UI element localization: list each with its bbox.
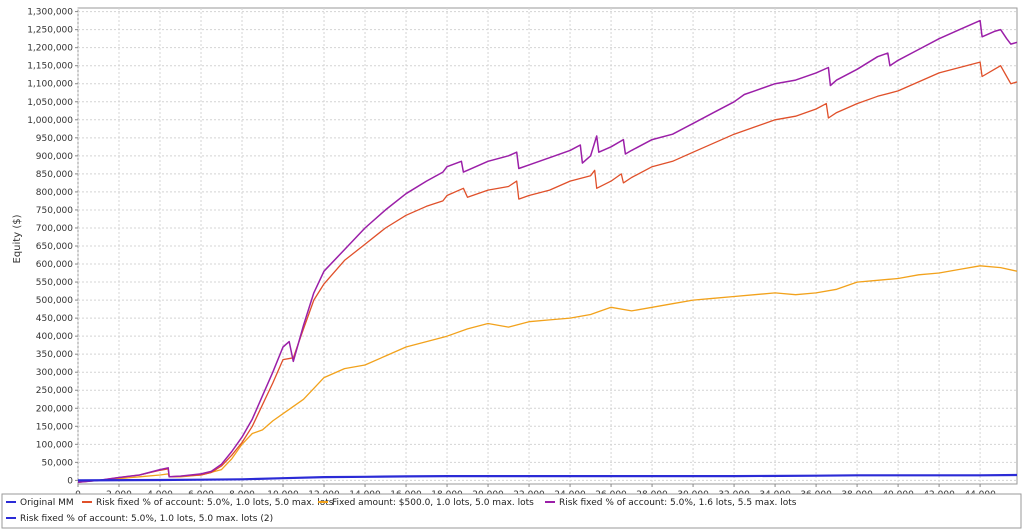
y-tick-label: 100,000 xyxy=(36,440,73,450)
y-tick-label: 400,000 xyxy=(36,332,73,342)
series-layer xyxy=(77,19,1018,483)
y-tick-label: 1,000,000 xyxy=(27,116,73,126)
legend-entry: Risk fixed % of account: 5.0%, 1.0 lots,… xyxy=(20,514,273,524)
y-tick-label: 600,000 xyxy=(36,260,73,270)
y-tick-label: 950,000 xyxy=(36,134,73,144)
legend-entry: Risk fixed % of account: 5.0%, 1.0 lots,… xyxy=(96,498,334,508)
y-tick-label: 650,000 xyxy=(36,242,73,252)
series-line-0 xyxy=(77,473,1018,482)
y-tick-label: 800,000 xyxy=(36,188,73,198)
y-tick-label: 1,300,000 xyxy=(27,8,73,18)
series-line-3 xyxy=(77,19,1018,483)
y-tick-label: 1,250,000 xyxy=(27,26,73,36)
y-tick-label: 1,150,000 xyxy=(27,62,73,72)
legend-entry: Risk fixed % of account: 5.0%, 1.6 lots,… xyxy=(559,498,797,508)
y-tick-label: 250,000 xyxy=(36,386,73,396)
legend-box xyxy=(1,493,1022,529)
y-tick-label: 0 xyxy=(67,476,73,486)
y-tick-label: 350,000 xyxy=(36,350,73,360)
y-tick-label: 50,000 xyxy=(42,458,74,468)
y-tick-label: 1,100,000 xyxy=(27,80,73,90)
y-tick-label: 750,000 xyxy=(36,206,73,216)
y-tick-label: 900,000 xyxy=(36,152,73,162)
y-axis-title: Equity ($) xyxy=(12,214,23,263)
y-tick-label: 500,000 xyxy=(36,296,73,306)
y-tick-label: 300,000 xyxy=(36,368,73,378)
y-tick-label: 150,000 xyxy=(36,422,73,432)
y-tick-label: 450,000 xyxy=(36,314,73,324)
y-tick-label: 700,000 xyxy=(36,224,73,234)
y-tick-label: 1,200,000 xyxy=(27,44,73,54)
legend-entry: Original MM xyxy=(20,498,74,508)
series-line-1 xyxy=(77,61,1018,483)
y-tick-label: 850,000 xyxy=(36,170,73,180)
legend-entry: Fixed amount: $500.0, 1.0 lots, 5.0 max.… xyxy=(332,498,534,508)
series-line-2 xyxy=(77,265,1018,483)
y-tick-label: 550,000 xyxy=(36,278,73,288)
y-tick-label: 1,050,000 xyxy=(27,98,73,108)
grid-layer xyxy=(77,7,1018,485)
y-tick-label: 200,000 xyxy=(36,404,73,414)
legend: Original MM Risk fixed % of account: 5.0%… xyxy=(1,493,1022,529)
